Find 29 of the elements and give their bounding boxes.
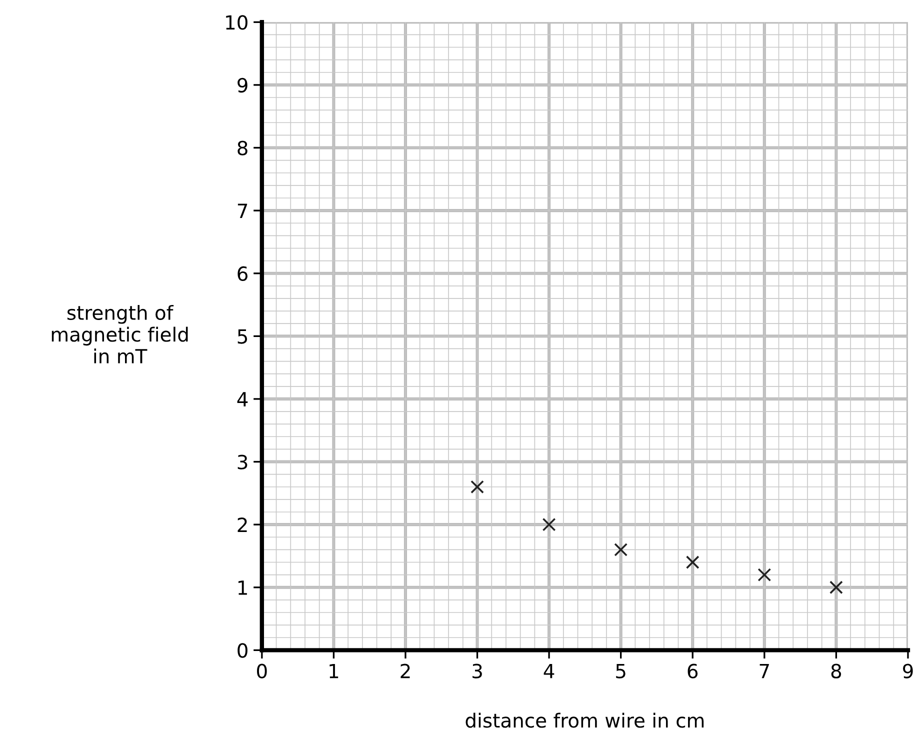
x-tick-label: 1 bbox=[330, 664, 338, 678]
x-tick-label: 8 bbox=[831, 664, 842, 678]
point bbox=[542, 518, 556, 532]
point bbox=[758, 568, 772, 582]
x-axis-title: distance from wire in cm bbox=[466, 712, 704, 728]
y-tick-label: 5 bbox=[238, 329, 248, 344]
x-tick-label: 2 bbox=[400, 664, 410, 678]
x-tick-label: 4 bbox=[544, 664, 554, 678]
y-tick-label: 4 bbox=[237, 392, 248, 406]
x-tick-label: 0 bbox=[257, 664, 267, 678]
x-tick-label: 6 bbox=[688, 664, 698, 678]
y-tick-label: 6 bbox=[238, 266, 248, 282]
y-tick-label: 7 bbox=[238, 204, 248, 218]
point bbox=[829, 580, 843, 594]
point bbox=[614, 542, 628, 556]
y-axis-title: strength of magnetic field in mT bbox=[52, 304, 188, 364]
y-tick-label: 9 bbox=[238, 78, 248, 93]
y-tick-label: 1 bbox=[238, 580, 247, 595]
x-tick-label: 7 bbox=[760, 664, 769, 678]
x-tick-label: 5 bbox=[616, 664, 626, 678]
y-tick-label: 3 bbox=[238, 454, 248, 470]
y-tick-label: 8 bbox=[238, 140, 248, 156]
point bbox=[686, 556, 700, 569]
x-tick-label: 3 bbox=[472, 664, 482, 678]
point bbox=[470, 480, 484, 494]
y-tick-label: 10 bbox=[226, 15, 248, 30]
x-tick-label: 9 bbox=[903, 664, 913, 678]
y-tick-label: 2 bbox=[238, 518, 247, 532]
y-tick-label: 0 bbox=[238, 643, 248, 658]
